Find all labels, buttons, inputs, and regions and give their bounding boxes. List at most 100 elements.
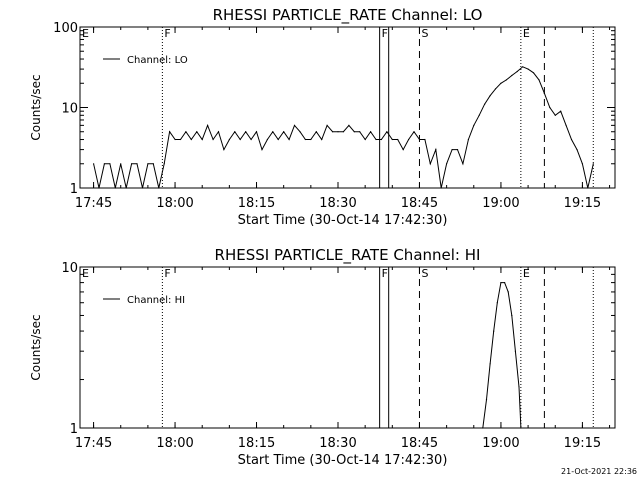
y-tick-label: 1	[70, 422, 78, 437]
chart-panel-lo	[79, 26, 616, 189]
data-point	[163, 163, 165, 165]
data-point	[185, 131, 187, 133]
data-point	[201, 138, 203, 141]
data-point	[507, 291, 509, 293]
data-point	[277, 138, 279, 141]
data-point	[310, 138, 312, 141]
data-point	[239, 138, 241, 141]
event-marker-label: E	[523, 267, 530, 280]
data-point	[147, 163, 149, 165]
data-point	[158, 187, 160, 189]
data-point	[337, 131, 339, 133]
data-point	[266, 138, 268, 141]
chart-panel-hi	[79, 266, 616, 429]
data-point	[581, 163, 584, 165]
chart-title: RHESSI PARTICLE_RATE Channel: LO	[213, 6, 483, 25]
x-axis-label: Start Time (30-Oct-14 17:42:30)	[238, 213, 448, 228]
data-point	[456, 149, 459, 151]
event-marker-label: S	[421, 267, 428, 280]
data-point	[570, 138, 573, 141]
x-tick-label: 19:00	[482, 196, 519, 211]
data-point	[114, 187, 116, 189]
data-series-lo	[93, 66, 594, 189]
data-point	[283, 131, 285, 133]
x-tick-label: 17:45	[75, 196, 112, 211]
y-tick-label: 10	[61, 261, 78, 276]
data-point	[169, 131, 171, 133]
data-point	[478, 114, 480, 116]
data-point	[514, 350, 517, 352]
x-tick-label: 17:45	[75, 436, 112, 451]
x-tick-label: 19:00	[482, 436, 519, 451]
plot-frame	[79, 26, 616, 189]
data-point	[315, 131, 317, 133]
event-marker-label: F	[164, 267, 170, 280]
data-point	[245, 131, 247, 133]
data-point	[446, 163, 448, 165]
data-point	[255, 131, 258, 133]
data-point	[500, 82, 502, 84]
data-point	[408, 138, 410, 141]
data-point	[120, 163, 122, 165]
data-point	[429, 163, 431, 165]
data-point	[485, 399, 488, 401]
data-point	[565, 124, 567, 126]
data-point	[131, 163, 133, 165]
data-point	[482, 427, 484, 429]
data-point	[520, 427, 522, 429]
data-point	[440, 187, 442, 189]
chart-title: RHESSI PARTICLE_RATE Channel: HI	[215, 246, 481, 265]
data-point	[348, 124, 350, 126]
y-axis-label: Counts/sec	[29, 314, 43, 380]
data-point	[451, 149, 453, 151]
data-point	[500, 282, 502, 284]
event-marker-label: E	[82, 267, 89, 280]
data-point	[516, 70, 518, 73]
data-point	[391, 138, 393, 141]
event-marker-label: E	[82, 27, 89, 40]
data-point	[462, 163, 464, 165]
data-point	[518, 386, 520, 388]
data-point	[402, 149, 404, 151]
print-timestamp: 21-Oct-2021 22:36	[561, 467, 637, 476]
data-point	[152, 163, 154, 165]
data-point	[543, 92, 546, 94]
data-point	[321, 138, 323, 141]
data-point	[136, 163, 138, 165]
data-point	[190, 138, 192, 141]
data-series-hi	[482, 282, 522, 429]
x-tick-label: 18:00	[156, 436, 193, 451]
data-point	[332, 131, 334, 133]
data-point	[288, 138, 290, 141]
data-point	[418, 138, 421, 141]
x-tick-label: 18:45	[401, 436, 438, 451]
data-point	[494, 88, 497, 90]
data-point	[560, 110, 562, 112]
data-point	[522, 66, 524, 68]
x-tick-label: 18:30	[319, 196, 356, 211]
legend-label: Channel: LO	[127, 55, 188, 66]
x-tick-label: 19:15	[564, 196, 601, 211]
data-point	[299, 131, 301, 133]
data-point	[261, 149, 263, 151]
event-marker-label: F	[164, 27, 170, 40]
data-point	[505, 79, 507, 81]
x-tick-label: 19:15	[564, 436, 601, 451]
data-point	[293, 124, 296, 126]
data-point	[353, 131, 355, 133]
data-point	[342, 131, 344, 133]
data-point	[496, 302, 498, 304]
data-point	[125, 187, 127, 189]
data-point	[576, 149, 578, 151]
data-point	[504, 282, 506, 284]
legend-label: Channel: HI	[127, 295, 185, 306]
data-point	[179, 138, 182, 141]
data-point	[103, 163, 105, 165]
data-point	[93, 163, 95, 165]
data-point	[228, 138, 230, 141]
x-tick-label: 18:30	[319, 436, 356, 451]
data-point	[549, 106, 551, 109]
data-point	[250, 138, 252, 141]
data-point	[511, 74, 513, 77]
